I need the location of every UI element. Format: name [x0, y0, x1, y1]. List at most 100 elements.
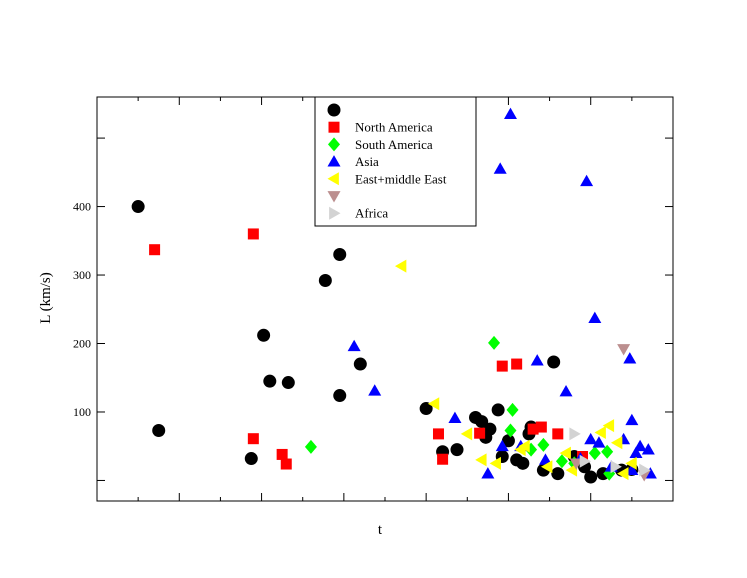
- data-point-series-3: [584, 432, 598, 445]
- data-point-series-4: [518, 439, 530, 453]
- data-point-series-4: [541, 460, 553, 474]
- data-point-series-2: [506, 402, 519, 417]
- data-point-series-0: [491, 403, 505, 417]
- data-point-series-1: [247, 433, 259, 445]
- data-point-series-1: [149, 244, 161, 256]
- data-point-series-4: [427, 397, 440, 411]
- legend-label: East+middle East: [355, 171, 447, 186]
- legend-marker: [327, 191, 341, 203]
- data-point-series-0: [257, 328, 271, 342]
- data-point-series-3: [503, 107, 517, 119]
- x-axis-title: t: [378, 522, 383, 538]
- data-point-series-1: [432, 428, 444, 440]
- legend-marker: [327, 172, 339, 186]
- data-point-series-3: [580, 174, 594, 187]
- data-point-series-0: [318, 274, 332, 288]
- data-point-series-4: [602, 419, 615, 433]
- data-point-series-0: [244, 452, 258, 466]
- data-point-series-3: [538, 453, 552, 465]
- data-point-series-3: [625, 413, 639, 426]
- data-point-series-1: [535, 421, 547, 433]
- data-point-series-1: [276, 448, 288, 460]
- data-point-series-2: [601, 444, 614, 459]
- data-point-series-0: [551, 467, 565, 481]
- data-point-series-3: [633, 439, 647, 452]
- legend-label: Asia: [355, 154, 379, 169]
- data-point-series-1: [247, 228, 259, 240]
- data-point-series-0: [131, 200, 145, 214]
- data-point-series-3: [530, 354, 544, 366]
- data-point-series-1: [527, 423, 539, 435]
- data-point-series-3: [493, 162, 507, 174]
- data-point-series-4: [489, 456, 501, 470]
- data-point-series-3: [495, 439, 509, 452]
- data-point-series-4: [617, 467, 629, 481]
- y-tick-label: 300: [73, 268, 91, 282]
- data-point-series-2: [304, 439, 317, 454]
- data-point-series-1: [511, 358, 523, 370]
- data-point-series-3: [629, 446, 643, 458]
- data-point-series-3: [623, 352, 637, 364]
- data-point-series-1: [437, 453, 449, 465]
- legend-box: [314, 96, 477, 227]
- data-point-series-0: [333, 247, 347, 261]
- data-point-series-5: [569, 458, 583, 470]
- data-point-series-1: [552, 428, 564, 440]
- data-point-series-2: [488, 335, 501, 350]
- y-tick-label: 200: [73, 337, 91, 351]
- data-point-series-2: [555, 454, 568, 469]
- data-point-series-5: [617, 344, 631, 356]
- data-point-series-4: [594, 426, 606, 440]
- data-point-series-0: [584, 470, 598, 484]
- data-point-series-3: [481, 467, 495, 479]
- legend: North America South America Asia East+middl…: [314, 96, 477, 227]
- data-point-series-4: [625, 456, 637, 470]
- y-axis-title: L (km/s): [38, 272, 54, 324]
- data-point-series-0: [547, 355, 561, 369]
- data-point-series-1: [496, 360, 508, 372]
- legend-label: North America: [355, 120, 433, 135]
- legend-marker: [327, 103, 341, 117]
- legend-label: South America: [355, 137, 433, 152]
- data-point-series-3: [559, 384, 573, 397]
- data-point-series-6: [639, 463, 651, 477]
- data-point-series-6: [579, 454, 592, 468]
- data-point-series-3: [592, 436, 606, 448]
- data-point-series-3: [588, 311, 602, 324]
- data-point-series-2: [588, 446, 601, 461]
- data-point-series-0: [475, 415, 489, 429]
- data-point-series-0: [281, 376, 295, 390]
- data-point-series-3: [368, 384, 382, 396]
- data-point-series-1: [280, 458, 292, 470]
- data-point-series-4: [565, 463, 578, 477]
- data-point-series-1: [474, 427, 486, 439]
- data-point-series-3: [347, 339, 361, 352]
- data-point-series-3: [641, 443, 655, 455]
- y-tick-label: 100: [73, 405, 91, 419]
- data-point-series-3: [625, 463, 639, 476]
- legend-marker: [327, 155, 341, 167]
- data-point-series-0: [419, 402, 433, 416]
- data-markers: [131, 107, 657, 484]
- data-point-series-0: [152, 423, 166, 437]
- y-tick-label: 400: [73, 200, 91, 214]
- data-point-series-4: [394, 259, 407, 273]
- data-point-series-4: [559, 446, 571, 460]
- data-point-series-3: [448, 411, 462, 424]
- data-point-series-0: [516, 456, 530, 470]
- data-point-series-4: [475, 453, 487, 467]
- data-point-series-2: [504, 423, 517, 438]
- data-point-series-0: [353, 357, 367, 371]
- data-point-series-0: [501, 434, 515, 448]
- data-point-series-2: [537, 437, 550, 452]
- data-point-series-0: [450, 443, 464, 457]
- legend-marker: [329, 206, 341, 220]
- legend-marker: [328, 137, 340, 152]
- data-point-series-6: [569, 427, 581, 441]
- data-point-series-4: [610, 436, 623, 450]
- legend-label: Africa: [355, 206, 388, 221]
- data-point-series-6: [610, 460, 622, 474]
- data-point-series-0: [333, 389, 347, 403]
- data-point-series-4: [460, 427, 473, 441]
